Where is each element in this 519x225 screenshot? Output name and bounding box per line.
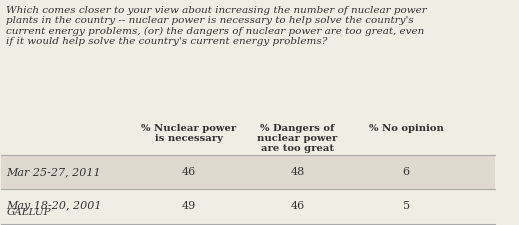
Text: 46: 46 bbox=[182, 167, 196, 177]
Text: 49: 49 bbox=[182, 201, 196, 211]
Text: 5: 5 bbox=[403, 201, 410, 211]
Text: 6: 6 bbox=[403, 167, 410, 177]
FancyBboxPatch shape bbox=[2, 155, 495, 189]
Text: May 18-20, 2001: May 18-20, 2001 bbox=[6, 201, 102, 211]
Text: % Dangers of
nuclear power
are too great: % Dangers of nuclear power are too great bbox=[257, 124, 338, 153]
Text: % No opinion: % No opinion bbox=[369, 124, 444, 133]
Text: 48: 48 bbox=[291, 167, 305, 177]
Text: Which comes closer to your view about increasing the number of nuclear power
pla: Which comes closer to your view about in… bbox=[6, 6, 427, 46]
Text: GALLUP: GALLUP bbox=[6, 208, 51, 217]
Text: % Nuclear power
is necessary: % Nuclear power is necessary bbox=[141, 124, 237, 143]
Text: 46: 46 bbox=[291, 201, 305, 211]
Text: Mar 25-27, 2011: Mar 25-27, 2011 bbox=[6, 167, 101, 177]
